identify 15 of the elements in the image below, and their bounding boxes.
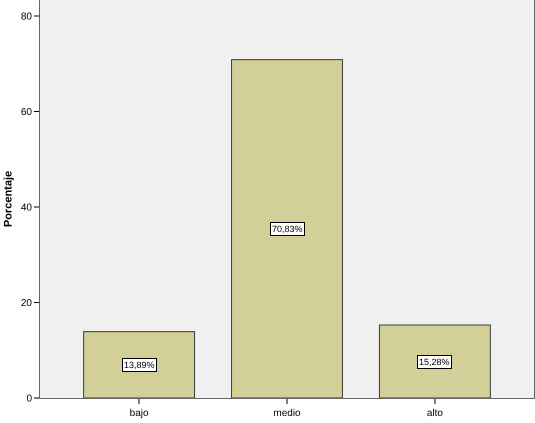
y-tick-label: 60 — [20, 106, 32, 118]
y-tick-label: 0 — [26, 394, 32, 404]
y-tick-label: 20 — [20, 298, 32, 309]
bar — [231, 59, 343, 398]
x-tick-label: medio — [273, 408, 302, 419]
y-axis-title: Porcentaje — [2, 170, 15, 228]
y-tick-label: 40 — [20, 202, 32, 214]
bar — [378, 324, 491, 398]
data-label: 13,89% — [124, 360, 155, 370]
x-tick-label: alto — [426, 408, 444, 419]
data-label: 15,28% — [419, 357, 450, 367]
x-tick-label: bajo — [130, 408, 149, 419]
y-tick-label: 80 — [20, 11, 32, 22]
bar — [83, 331, 196, 398]
data-label: 70,83% — [272, 224, 303, 234]
